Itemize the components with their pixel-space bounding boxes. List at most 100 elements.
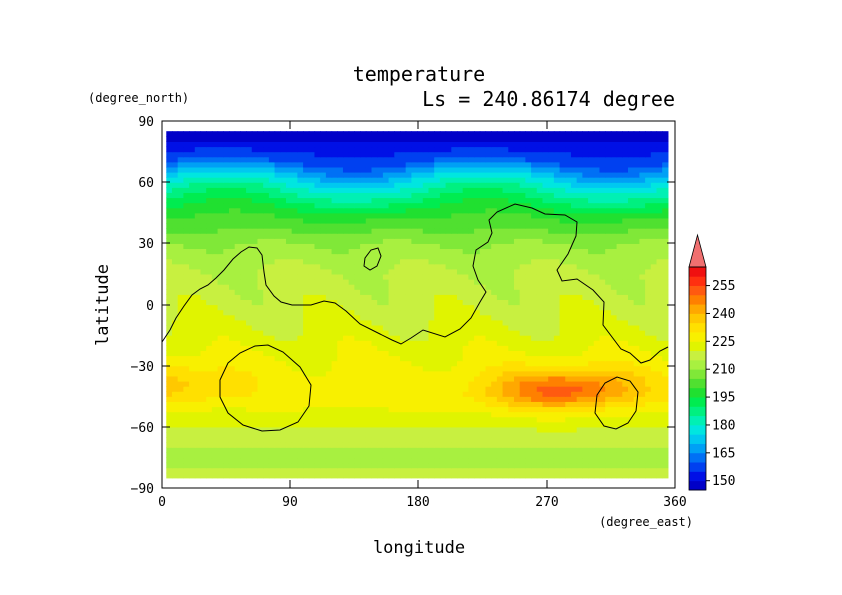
- heatmap-cell: [189, 299, 196, 306]
- heatmap-cell: [605, 289, 612, 295]
- heatmap-cell: [320, 437, 327, 443]
- heatmap-cell: [411, 411, 418, 418]
- heatmap-cell: [485, 273, 492, 280]
- heatmap-cell: [428, 457, 435, 464]
- heatmap-cell: [166, 416, 173, 423]
- heatmap-cell: [228, 365, 236, 372]
- heatmap-cell: [377, 457, 384, 464]
- heatmap-cell: [348, 228, 355, 234]
- heatmap-cell: [417, 217, 424, 224]
- heatmap-cell: [428, 472, 435, 479]
- heatmap-cell: [246, 248, 253, 255]
- heatmap-cell: [303, 233, 310, 239]
- heatmap-cell: [314, 340, 321, 346]
- heatmap-cell: [217, 370, 224, 377]
- heatmap-cell: [439, 411, 447, 418]
- heatmap-cell: [177, 375, 184, 382]
- heatmap-cell: [565, 304, 572, 311]
- heatmap-cell: [320, 187, 327, 193]
- heatmap-cell: [314, 197, 321, 204]
- heatmap-cell: [439, 396, 447, 402]
- heatmap-cell: [639, 396, 646, 402]
- heatmap-cell: [257, 268, 264, 275]
- heatmap-cell: [485, 401, 492, 408]
- heatmap-cell: [616, 365, 623, 372]
- heatmap-cell: [559, 365, 566, 372]
- heatmap-cell: [468, 294, 475, 301]
- heatmap-cell: [616, 222, 623, 229]
- heatmap-cell: [645, 437, 652, 443]
- heatmap-cell: [274, 462, 281, 469]
- heatmap-cell: [536, 273, 544, 280]
- heatmap-cell: [342, 467, 350, 474]
- heatmap-cell: [394, 309, 401, 316]
- heatmap-cell: [331, 335, 338, 341]
- heatmap-cell: [303, 340, 310, 346]
- heatmap-cell: [257, 299, 264, 306]
- heatmap-cell: [599, 238, 606, 244]
- heatmap-cell: [491, 273, 498, 280]
- heatmap-cell: [377, 447, 384, 453]
- heatmap-cell: [360, 421, 367, 428]
- heatmap-cell: [263, 406, 270, 413]
- heatmap-cell: [331, 289, 338, 295]
- heatmap-cell: [348, 442, 355, 448]
- heatmap-cell: [451, 314, 458, 321]
- heatmap-cell: [548, 442, 555, 448]
- heatmap-cell: [479, 289, 487, 295]
- heatmap-cell: [405, 207, 412, 214]
- heatmap-cell: [377, 406, 384, 413]
- heatmap-cell: [217, 472, 224, 479]
- heatmap-cell: [428, 360, 435, 367]
- heatmap-cell: [479, 324, 487, 331]
- heatmap-cell: [456, 452, 464, 459]
- heatmap-cell: [348, 457, 355, 464]
- heatmap-cell: [622, 462, 629, 469]
- heatmap-cell: [553, 228, 561, 234]
- heatmap-cell: [582, 304, 589, 311]
- heatmap-cell: [627, 207, 635, 214]
- heatmap-cell: [314, 370, 321, 377]
- heatmap-cell: [525, 416, 532, 423]
- heatmap-cell: [474, 319, 481, 326]
- heatmap-cell: [525, 396, 532, 402]
- heatmap-cell: [542, 233, 549, 239]
- heatmap-cell: [280, 329, 287, 336]
- heatmap-cell: [542, 335, 549, 341]
- heatmap-cell: [280, 304, 287, 311]
- heatmap-cell: [320, 233, 327, 239]
- heatmap-cell: [485, 457, 492, 464]
- heatmap-cell: [605, 294, 612, 301]
- heatmap-cell: [360, 340, 367, 346]
- heatmap-cell: [360, 202, 367, 209]
- heatmap-cell: [223, 447, 230, 453]
- heatmap-cell: [451, 309, 458, 316]
- heatmap-cell: [217, 391, 224, 397]
- heatmap-cell: [183, 375, 190, 382]
- heatmap-cell: [211, 299, 219, 306]
- heatmap-cell: [582, 472, 589, 479]
- heatmap-cell: [513, 442, 521, 448]
- heatmap-cell: [388, 253, 395, 260]
- heatmap-cell: [462, 294, 469, 301]
- heatmap-cell: [274, 207, 281, 214]
- heatmap-cell: [474, 396, 481, 402]
- heatmap-cell: [268, 447, 276, 453]
- heatmap-cell: [377, 329, 384, 336]
- heatmap-cell: [211, 192, 219, 199]
- heatmap-cell: [342, 375, 350, 382]
- heatmap-cell: [588, 437, 595, 443]
- heatmap-cell: [417, 319, 424, 326]
- heatmap-cell: [285, 350, 293, 357]
- heatmap-cell: [399, 462, 407, 469]
- heatmap-cell: [639, 365, 646, 372]
- heatmap-cell: [548, 426, 555, 433]
- heatmap-cell: [627, 268, 635, 275]
- heatmap-cell: [439, 289, 447, 295]
- heatmap-cell: [536, 335, 544, 341]
- heatmap-cell: [645, 380, 652, 387]
- heatmap-cell: [234, 207, 241, 214]
- heatmap-cell: [240, 370, 247, 377]
- heatmap-cell: [616, 289, 623, 295]
- heatmap-cell: [360, 309, 367, 316]
